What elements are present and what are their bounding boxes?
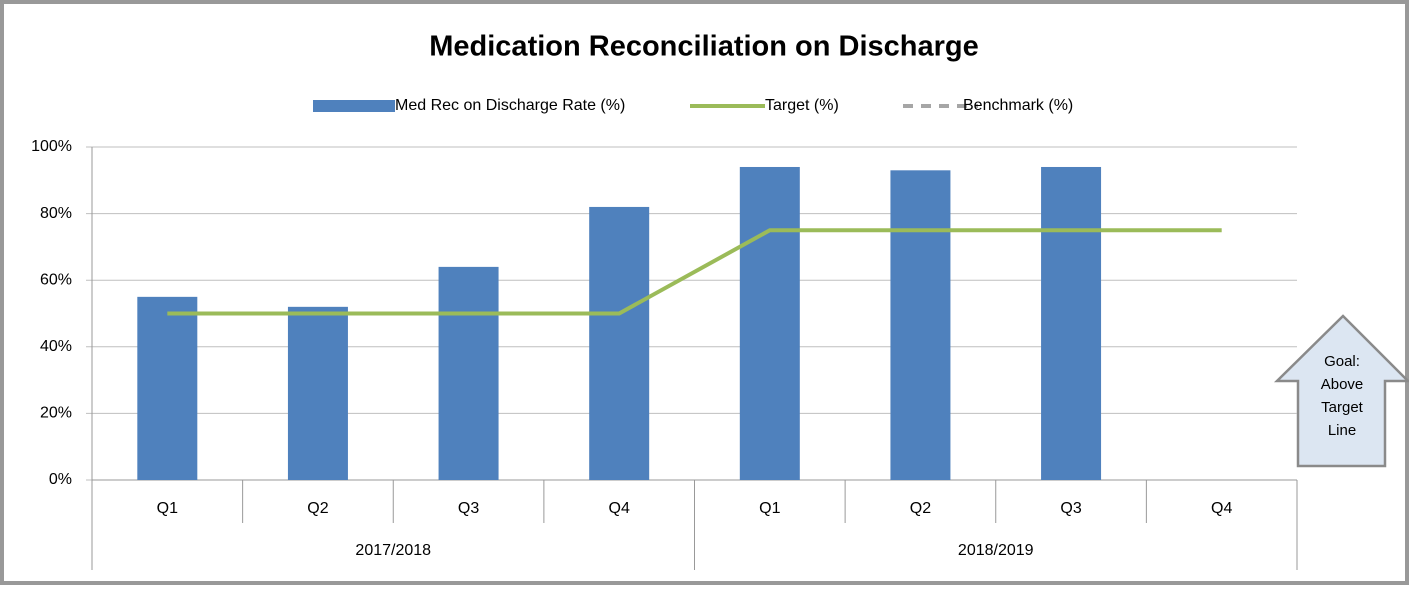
x-tick-label: Q3 — [1060, 500, 1081, 517]
legend-swatch — [313, 100, 395, 112]
y-tick-label: 20% — [40, 405, 72, 422]
annotation-line: Target — [1321, 399, 1364, 416]
chart-title: Medication Reconciliation on Discharge — [429, 31, 979, 63]
bar — [890, 170, 951, 480]
y-tick-label: 80% — [40, 205, 72, 222]
annotation-line: Goal: — [1324, 353, 1360, 370]
legend-label: Benchmark (%) — [963, 97, 1073, 114]
y-tick-label: 100% — [31, 138, 72, 155]
annotation-line: Line — [1328, 422, 1356, 439]
bar — [287, 306, 348, 480]
legend-label: Target (%) — [765, 97, 839, 114]
annotation-line: Above — [1321, 376, 1364, 393]
x-tick-label: Q4 — [609, 500, 630, 517]
bar — [589, 206, 650, 480]
bar — [1041, 166, 1102, 481]
group-label: 2018/2019 — [958, 542, 1034, 559]
annotation: Goal: Above Target Line — [1321, 353, 1364, 439]
x-tick-label: Q2 — [910, 500, 931, 517]
group-label: 2017/2018 — [355, 542, 431, 559]
line-series — [167, 228, 1222, 316]
y-tick-label: 40% — [40, 338, 72, 355]
bar — [137, 296, 198, 480]
legend-label: Med Rec on Discharge Rate (%) — [395, 97, 625, 114]
y-tick-label: 0% — [49, 471, 72, 488]
x-tick-label: Q4 — [1211, 500, 1232, 517]
bar — [438, 266, 499, 480]
goal-arrow — [1273, 314, 1409, 468]
bar — [739, 166, 800, 481]
x-tick-label: Q3 — [458, 500, 479, 517]
x-tick-label: Q1 — [759, 500, 780, 517]
y-tick-label: 60% — [40, 271, 72, 288]
x-tick-label: Q1 — [157, 500, 178, 517]
x-tick-label: Q2 — [307, 500, 328, 517]
